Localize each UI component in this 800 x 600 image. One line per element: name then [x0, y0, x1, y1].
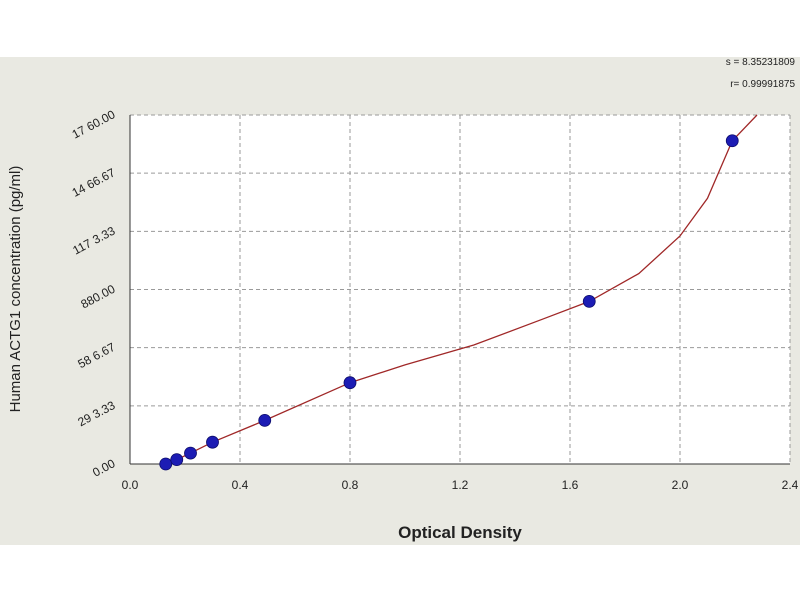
- data-point: [582, 294, 596, 308]
- x-tick-label: 2.0: [672, 478, 689, 492]
- y-axis-title: Human ACTG1 concentration (pg/ml): [7, 166, 24, 413]
- x-tick-label: 0.4: [232, 478, 249, 492]
- x-tick-label: 0.8: [342, 478, 359, 492]
- curve-layer: [165, 114, 758, 465]
- stat-s-label: s = 8.35231809: [726, 57, 796, 68]
- data-point: [184, 446, 197, 460]
- data-point: [206, 435, 219, 449]
- y-tick-label: 0.00: [90, 456, 117, 479]
- y-tick-label: 880.00: [78, 282, 117, 312]
- chart-svg: 0.0 0.4 0.8 1.2 1.6 2.0 2.4 0.00 29 3.33 58 6.67…: [7, 57, 799, 542]
- points-layer: [159, 134, 739, 471]
- stat-r-label: r= 0.99991875: [730, 79, 795, 90]
- x-tick-label: 0.0: [122, 478, 139, 492]
- data-point: [725, 134, 739, 148]
- y-tick-label: 29 3.33: [75, 398, 117, 429]
- chart-panel: 0.0 0.4 0.8 1.2 1.6 2.0 2.4 0.00 29 3.33 58 6.67…: [0, 57, 800, 545]
- grid-layer: [130, 114, 791, 464]
- y-tick-label: 14 66.67: [70, 165, 118, 199]
- data-point: [343, 376, 357, 390]
- y-tick-label: 17 60.00: [70, 107, 118, 141]
- fit-curve: [165, 114, 758, 465]
- axes-layer: [129, 115, 790, 465]
- x-tick-labels: 0.0 0.4 0.8 1.2 1.6 2.0 2.4: [122, 478, 799, 492]
- data-point: [159, 457, 173, 471]
- x-axis-title: Optical Density: [398, 523, 522, 542]
- y-tick-label: 117 3.33: [70, 223, 117, 257]
- x-tick-label: 1.6: [562, 478, 579, 492]
- x-tick-label: 2.4: [782, 478, 799, 492]
- y-tick-label: 58 6.67: [75, 340, 117, 371]
- y-tick-labels: 0.00 29 3.33 58 6.67 880.00 117 3.33 14 66.67…: [70, 107, 118, 479]
- x-tick-label: 1.2: [452, 478, 469, 492]
- data-point: [258, 413, 272, 427]
- data-point: [170, 453, 184, 467]
